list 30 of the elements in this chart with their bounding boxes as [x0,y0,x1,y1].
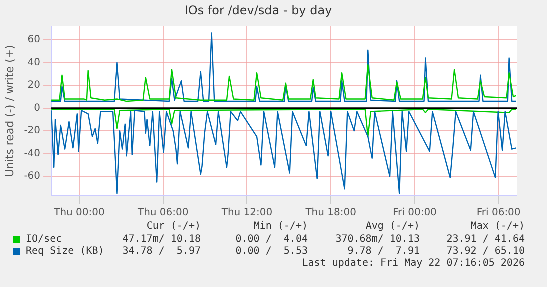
x-tick-label: Fri 06:00 [476,208,521,219]
y-tick-label: 60 [28,34,41,46]
text: Max (-/+) [470,221,525,232]
x-tick-label: Thu 06:00 [136,208,189,219]
y-tick-label: 0 [34,102,41,114]
x-tick-label: Thu 18:00 [304,208,356,219]
text: 23.91 / 41.64 [446,234,525,245]
text: 9.78 / 7.91 [348,246,420,257]
x-tick-label: Fri 00:00 [393,208,437,219]
y-tick-label: 40 [28,57,41,68]
legend-label: Req Size (KB) [26,246,104,257]
text: Avg (-/+) [366,221,420,232]
text: Min (-/+) [254,221,308,232]
text: 34.78 / 5.97 [122,246,201,257]
y-tick-label: -60 [24,171,41,182]
y-tick-label: -40 [24,148,41,160]
text: 0.00 / 5.53 [236,246,308,257]
text: Cur (-/+) [146,221,201,232]
text: 47.17m/ 10.18 [122,234,201,245]
chart-title: IOs for /dev/sda - by day [184,3,332,18]
y-tick-label: -20 [24,126,41,137]
legend-label: IO/sec [26,234,62,245]
text: 73.92 / 65.10 [446,246,525,257]
y-axis-title: Units read (-) / write (+) [3,45,16,178]
x-tick-label: Thu 12:00 [220,208,273,219]
text: 370.68m/ 10.13 [336,234,420,245]
text: 0.00 / 4.04 [236,234,308,245]
y-tick-label: 20 [28,80,41,92]
text: Last update: Fri May 22 07:16:05 2026 [302,258,525,269]
x-tick-label: Thu 00:00 [53,208,105,219]
